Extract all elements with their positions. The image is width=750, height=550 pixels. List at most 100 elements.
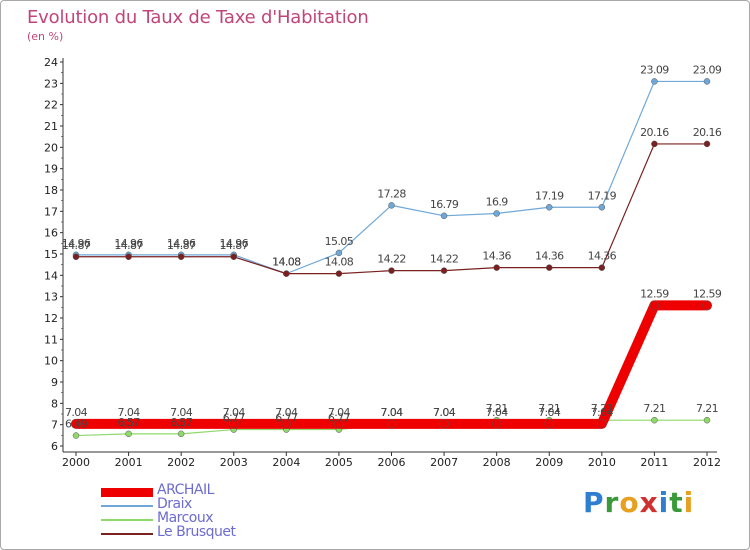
y-tick-label: 19	[44, 163, 58, 176]
data-point	[125, 430, 132, 438]
x-tick-label: 2000	[62, 456, 90, 469]
data-point	[388, 267, 395, 274]
data-label: 14.96	[220, 237, 249, 250]
data-point	[281, 419, 292, 429]
data-label: 7.04	[65, 406, 88, 419]
legend-swatch	[101, 533, 153, 535]
y-tick-label: 14	[44, 269, 58, 282]
data-label: 6.57	[170, 416, 193, 429]
data-point	[651, 416, 658, 424]
data-label: 7.21	[643, 402, 665, 415]
data-point	[493, 264, 500, 271]
y-tick-label: 23	[44, 77, 58, 90]
data-point	[703, 416, 711, 424]
data-point	[544, 419, 554, 429]
x-tick-label: 2012	[693, 456, 721, 469]
x-tick-label: 2009	[535, 456, 563, 469]
data-point	[649, 300, 660, 311]
y-tick-label: 10	[44, 355, 58, 368]
chart-title: Evolution du Taux de Taxe d'Habitation	[27, 7, 369, 28]
data-label: 14.22	[430, 253, 459, 266]
data-point	[491, 419, 502, 429]
chart-unit: (en %)	[27, 30, 64, 43]
data-point	[125, 253, 132, 261]
y-tick-label: 9	[51, 376, 58, 389]
data-label: 14.22	[377, 253, 406, 266]
data-label: 7.04	[328, 406, 351, 419]
data-label: 16.79	[430, 198, 459, 211]
x-tick-label: 2004	[272, 456, 300, 469]
data-point	[598, 264, 606, 271]
x-tick-label: 2003	[220, 456, 248, 469]
data-label: 14.08	[325, 256, 354, 269]
x-tick-label: 2001	[115, 456, 143, 469]
data-label: 7.04	[486, 406, 509, 419]
y-tick-label: 7	[51, 419, 58, 432]
data-label: 20.16	[640, 126, 669, 139]
data-label: 12.59	[640, 287, 669, 300]
brand-letter: x	[639, 486, 659, 519]
legend-swatch	[101, 505, 153, 507]
data-label: 7.04	[170, 406, 193, 419]
data-label: 7.21	[696, 402, 718, 415]
data-label: 15.05	[325, 235, 354, 248]
x-tick-label: 2006	[378, 456, 406, 469]
data-point	[229, 419, 239, 429]
data-label: 7.21	[486, 402, 508, 415]
legend-label: Draix	[157, 496, 192, 512]
y-tick-label: 6	[51, 440, 58, 453]
data-point	[335, 249, 343, 257]
brand-letter: P	[583, 486, 605, 519]
data-label: 6.49	[65, 418, 88, 431]
data-label: 17.19	[588, 189, 617, 202]
brand-letter: i	[683, 486, 695, 519]
data-label: 7.04	[591, 406, 614, 419]
data-label: 23.09	[693, 63, 722, 76]
data-label: 14.96	[62, 237, 91, 250]
data-point	[546, 264, 553, 271]
data-label: 7.04	[275, 406, 298, 419]
data-label: 7.04	[433, 406, 456, 419]
data-point	[598, 204, 606, 211]
data-label: 14.36	[535, 250, 564, 263]
data-label: 7.04	[538, 406, 561, 419]
data-point	[177, 430, 185, 438]
data-label: 14.87	[167, 239, 196, 252]
brand-letter: t	[669, 486, 684, 519]
legend-label: Marcoux	[157, 510, 214, 526]
brand-letter: o	[619, 486, 640, 519]
brand-logo: Proxiti	[583, 486, 694, 519]
legend-swatch	[101, 487, 153, 497]
legend-label: ARCHAIL	[157, 482, 214, 498]
data-label: 6.57	[118, 416, 141, 429]
data-label: 14.87	[220, 239, 249, 252]
data-label: 7.04	[380, 406, 403, 419]
y-tick-label: 17	[44, 205, 58, 218]
data-point	[651, 140, 658, 148]
data-label: 7.04	[380, 406, 403, 419]
x-tick-label: 2007	[430, 456, 458, 469]
data-point	[386, 419, 397, 429]
data-label: 7.04	[433, 406, 456, 419]
x-tick-label: 2002	[167, 456, 195, 469]
data-label: 17.28	[377, 187, 406, 200]
data-label: 6.77	[223, 412, 246, 425]
data-point	[176, 419, 186, 429]
data-label: 6.77	[275, 412, 298, 425]
data-point	[71, 419, 81, 429]
data-label: 12.59	[693, 287, 722, 300]
brand-letter: r	[604, 486, 620, 519]
data-point	[439, 419, 449, 429]
data-label: 14.87	[62, 239, 91, 252]
y-tick-label: 22	[44, 99, 58, 112]
y-tick-label: 20	[44, 141, 58, 154]
data-point	[123, 419, 134, 429]
x-tick-label: 2008	[483, 456, 511, 469]
data-point	[702, 300, 712, 311]
y-tick-label: 16	[44, 227, 58, 240]
data-label: 7.04	[118, 406, 141, 419]
data-point	[388, 202, 395, 209]
data-point	[72, 253, 80, 261]
data-label: 14.96	[167, 237, 196, 250]
data-label: 14.36	[482, 250, 511, 263]
